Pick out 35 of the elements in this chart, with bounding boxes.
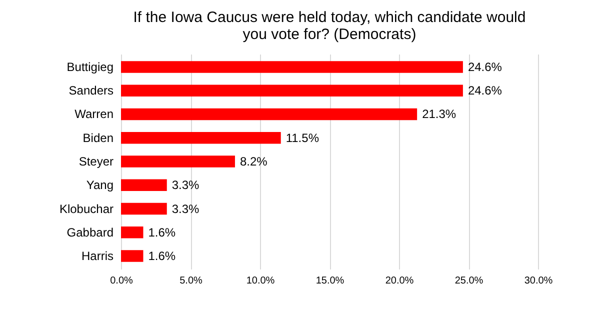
y-tick-label: Yang [86,178,114,192]
data-label: 3.3% [172,202,200,216]
bar [121,132,281,144]
data-label: 8.2% [240,154,268,168]
data-label: 24.6% [468,84,502,98]
data-label: 21.3% [422,107,456,122]
bar [121,61,463,73]
bar [121,226,144,238]
x-tick-label: 30.0% [524,276,553,286]
x-tick-label: 20.0% [385,276,414,286]
bar [121,156,235,168]
x-tick-label: 15.0% [316,276,344,286]
bar [121,250,144,262]
bar [121,84,463,97]
data-label: 3.3% [172,178,200,192]
data-label: 24.6% [468,60,502,74]
y-tick-label: Gabbard [66,225,114,240]
bar [121,179,167,192]
chart-title: If the Iowa Caucus were held today, which candidate would you vote for? (Democrats) [133,9,526,43]
x-tick-label: 5.0% [180,276,203,286]
bar [121,108,418,120]
data-label: 1.6% [148,249,176,264]
y-tick-label: Harris [82,249,114,264]
y-tick-label: Klobuchar [59,202,114,216]
bar [121,202,167,215]
data-label: 11.5% [286,130,320,145]
y-tick-label: Steyer [78,154,114,168]
y-tick-label: Buttigieg [66,60,114,74]
x-tick-label: 25.0% [454,276,484,286]
y-tick-label: Biden [82,130,114,145]
data-label: 1.6% [148,225,176,240]
y-tick-label: Sanders [68,84,114,98]
x-tick-label: 0.0% [110,276,134,286]
x-tick-label: 10.0% [246,276,275,286]
y-tick-label: Warren [74,107,114,122]
